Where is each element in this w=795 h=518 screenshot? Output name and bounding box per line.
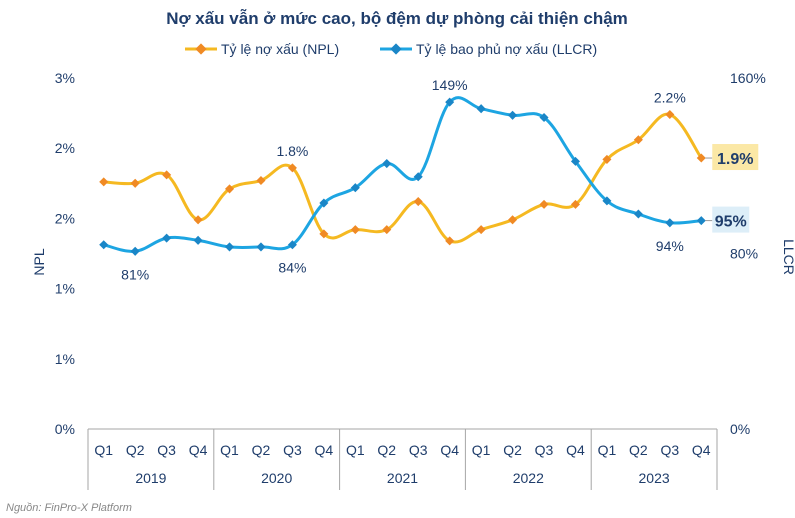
series-lines	[103, 96, 703, 253]
data-label: 81%	[121, 266, 149, 282]
left-tick-label: 0%	[55, 421, 75, 437]
x-tick-label: Q2	[629, 442, 648, 458]
x-year-label: 2020	[261, 470, 292, 486]
llcr-data-point	[130, 246, 140, 256]
legend-item-llcr: Tỷ lệ bao phủ nợ xấu (LLCR)	[380, 41, 597, 57]
llcr-data-point	[476, 104, 486, 114]
left-tick-label: 1%	[55, 281, 75, 297]
npl-data-point	[570, 199, 581, 209]
npl-data-point	[130, 178, 140, 188]
llcr-data-point	[99, 240, 109, 250]
x-tick-label: Q3	[535, 442, 554, 458]
llcr-series-line	[103, 96, 702, 253]
x-axis: Q1 Q2 Q3 Q4 Q1 Q2 Q3 Q4 Q1 Q2 Q3 Q4 Q1 Q2 Q3 Q4 Q1 Q2 Q3 Q4…	[87, 428, 718, 490]
npl-data-point	[99, 177, 109, 187]
annotations: 1.8% 2.2% 81% 84% 149% 94% 1.9% 95%	[121, 77, 759, 282]
end-label: 1.9%	[717, 151, 753, 168]
x-tick-label: Q4	[440, 442, 459, 458]
left-tick-label: 2%	[55, 140, 75, 156]
llcr-data-point	[224, 242, 235, 252]
x-tick-label: Q1	[472, 442, 491, 458]
llcr-data-point	[508, 110, 518, 120]
x-tick-label: Q1	[220, 442, 239, 458]
source-note: Nguồn: FinPro-X Platform	[6, 502, 132, 514]
llcr-data-point	[633, 209, 643, 219]
x-tick-label: Q1	[94, 442, 113, 458]
legend-npl-marker	[195, 43, 207, 55]
npl-series-line	[103, 112, 703, 244]
left-tick-label: 1%	[55, 351, 75, 367]
legend: Tỷ lệ nợ xấu (NPL) Tỷ lệ bao phủ nợ xấu …	[185, 41, 597, 57]
x-tick-label: Q1	[346, 442, 365, 458]
x-tick-label: Q2	[377, 442, 396, 458]
left-tick-label: 3%	[55, 70, 75, 86]
left-axis-ticks: 0% 1% 1% 2% 2% 3%	[55, 70, 75, 437]
y-axis-title: NPL	[31, 248, 47, 275]
npl-data-point	[382, 225, 392, 235]
legend-llcr-label: Tỷ lệ bao phủ nợ xấu (LLCR)	[416, 41, 597, 57]
x-tick-label: Q4	[189, 442, 208, 458]
llcr-data-point	[570, 156, 581, 166]
x-tick-label: Q2	[503, 442, 522, 458]
x-year-label: 2021	[387, 470, 418, 486]
npl-data-point	[508, 215, 518, 225]
x-tick-label: Q4	[566, 442, 585, 458]
llcr-data-point	[696, 216, 706, 226]
data-label: 84%	[278, 260, 306, 276]
x-year-label: 2022	[513, 470, 544, 486]
x-year-label: 2019	[135, 470, 166, 486]
legend-llcr-marker	[390, 43, 402, 55]
right-tick-label: 160%	[730, 70, 766, 86]
npl-data-point	[445, 236, 455, 246]
npl-data-point	[350, 225, 360, 235]
legend-item-npl: Tỷ lệ nợ xấu (NPL)	[185, 41, 339, 57]
llcr-data-point	[256, 242, 266, 252]
right-tick-label: 80%	[730, 246, 758, 262]
right-tick-label: 0%	[730, 421, 750, 437]
llcr-data-point	[665, 218, 675, 228]
end-label: 95%	[715, 214, 747, 231]
legend-npl-label: Tỷ lệ nợ xấu (NPL)	[221, 41, 339, 57]
left-tick-label: 2%	[55, 210, 75, 226]
data-label: 1.8%	[276, 143, 308, 159]
npl-data-point	[476, 225, 486, 235]
x-tick-label: Q3	[409, 442, 428, 458]
llcr-data-point	[287, 240, 297, 250]
llcr-data-point	[445, 97, 455, 107]
x-tick-label: Q3	[283, 442, 302, 458]
llcr-data-point	[382, 159, 392, 169]
x-tick-label: Q3	[660, 442, 679, 458]
npl-data-point	[539, 199, 549, 209]
npl-data-point	[224, 184, 235, 194]
npl-data-point	[287, 163, 297, 173]
llcr-data-point	[162, 233, 172, 243]
chart-title: Nợ xấu vẫn ở mức cao, bộ đệm dự phòng cả…	[166, 9, 628, 28]
end-label-box	[712, 144, 759, 171]
right-axis-ticks: 0% 80% 160%	[730, 70, 766, 437]
x-tick-label: Q4	[315, 442, 334, 458]
x-tick-label: Q1	[598, 442, 617, 458]
data-label: 2.2%	[654, 90, 686, 106]
x-tick-label: Q4	[692, 442, 711, 458]
y2-axis-title: LLCR	[781, 239, 795, 275]
x-tick-label: Q3	[157, 442, 176, 458]
x-year-label: 2023	[639, 470, 670, 486]
data-label: 149%	[432, 77, 468, 93]
end-label-box	[712, 206, 750, 233]
x-tick-label: Q2	[252, 442, 271, 458]
x-tick-label: Q2	[126, 442, 145, 458]
markers	[99, 97, 706, 256]
data-label: 94%	[656, 238, 684, 254]
llcr-data-point	[193, 235, 203, 245]
npl-data-point	[193, 215, 203, 225]
